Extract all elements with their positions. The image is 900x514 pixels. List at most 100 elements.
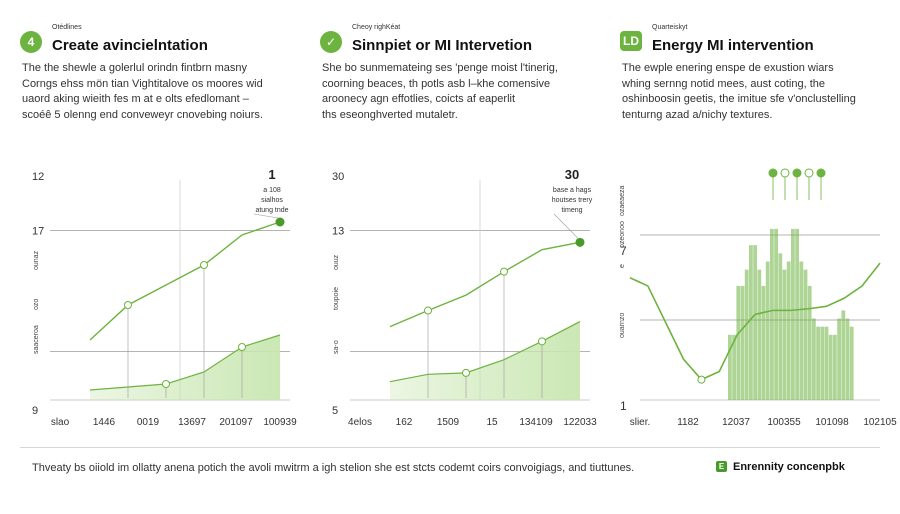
desc-line: whing sernng notid mees, aust coting, th… — [622, 77, 826, 90]
panel-description: The ewple enering enspe de exustion wiar… — [622, 61, 884, 123]
panel-heading: Sinnpiet or MI Intervetion — [352, 37, 533, 54]
y-tick-label: 13 — [332, 226, 344, 238]
desc-line: uaord aking wieith fes m at e olts efedl… — [22, 93, 249, 105]
bar — [749, 245, 753, 400]
data-point-highlight — [275, 217, 285, 227]
bar — [820, 326, 825, 400]
y-tick-label: 30 — [332, 171, 344, 183]
y-side-label: ozeonoo — [619, 221, 626, 248]
annotation-line: houtses trery — [552, 197, 593, 204]
bar — [833, 334, 837, 400]
y-side-label: ouuz — [333, 254, 340, 270]
bar — [845, 318, 850, 400]
data-point-highlight — [575, 237, 585, 247]
annotation-line: base a hags — [553, 187, 592, 194]
y-side-label: e — [619, 264, 626, 268]
x-tick-label: 0019 — [137, 417, 160, 428]
bar — [803, 269, 808, 400]
x-tick-label: 201097 — [219, 417, 253, 428]
data-point — [238, 343, 246, 351]
footer-note: Thveaty bs oiiold im ollatty anena potic… — [32, 462, 635, 474]
footer-divider — [20, 447, 880, 448]
bar — [736, 285, 741, 400]
desc-line: ths eseonghverted mutaletr. — [322, 108, 458, 121]
panel-create: 4 Otédlines Create avincielntation The t… — [0, 0, 297, 440]
data-point — [200, 261, 208, 269]
data-point — [697, 375, 706, 384]
panel-description: The the shewle a golerlul orindn fintbrn… — [22, 61, 284, 123]
desc-line: aroonecy agn effotlies, coicts af eaperl… — [322, 93, 516, 105]
panel-intervetion: ✓ Cheoy righKéat Sinnpiet or MI Intervet… — [300, 0, 597, 440]
chart-intervetion: 30 13 5 ouuz toupoie sa-o 4elos 162 1509 15 134109… — [332, 167, 597, 428]
y-tick-label: 9 — [32, 405, 38, 417]
x-tick-label: 100939 — [263, 417, 297, 428]
desc-line: The the shewle a golerlul orindn fintbrn… — [22, 62, 248, 74]
series-curve — [629, 262, 881, 381]
x-tick-label: 122033 — [563, 417, 597, 428]
panel-kicker: Quarteiskyt — [652, 24, 688, 31]
panel-heading: Energy MI intervention — [652, 37, 814, 54]
bar — [791, 228, 795, 400]
y-side-label: ozo — [33, 299, 40, 310]
desc-line: coorning beaces, th potls asb l–khe come… — [322, 77, 551, 90]
y-tick-label: 5 — [332, 405, 338, 417]
data-point — [462, 368, 470, 377]
series-line-upper — [89, 221, 281, 341]
panel-kicker: Cheoy righKéat — [352, 24, 401, 31]
check-marker — [780, 168, 790, 178]
bar — [795, 228, 799, 400]
annotation-title: 30 — [565, 167, 579, 182]
bar — [828, 334, 833, 400]
y-tick-label: 7 — [620, 244, 627, 258]
desc-line: oshinboosin geetis, the imitue sfe v'onc… — [622, 93, 856, 105]
panel-kicker: Otédlines — [52, 24, 82, 31]
x-tick-label: slier. — [630, 417, 651, 428]
bar — [807, 285, 812, 400]
bar — [774, 228, 778, 400]
desc-line: scoéê 5 olenng end conveweyr cnovebing n… — [22, 108, 263, 121]
y-side-label: sa-o — [333, 340, 340, 354]
check-marker — [792, 168, 802, 178]
x-tick-label: 13697 — [178, 417, 206, 428]
data-point — [424, 306, 432, 315]
series-line-upper — [389, 241, 581, 328]
annotation-line: atung tnde — [255, 207, 288, 214]
series-line-lower — [389, 321, 581, 383]
brand-name: Enrennity concenpbk — [733, 461, 845, 473]
y-side-label: toupoie — [333, 287, 340, 310]
annotation-line: timeng — [561, 207, 582, 214]
x-tick-label: 4elos — [348, 417, 372, 428]
annotation-line: sialhos — [261, 197, 283, 204]
brand-logo-icon: E — [716, 461, 727, 472]
data-point — [500, 267, 508, 276]
x-tick-label: 100355 — [767, 417, 801, 428]
brand: E Enrennity concenpbk — [716, 461, 845, 473]
y-side-label: ouarnzo — [619, 313, 626, 338]
bar — [841, 310, 846, 400]
annotation-leader — [253, 213, 279, 219]
bar — [761, 285, 766, 400]
desc-line: The ewple enering enspe de exustion wiar… — [622, 62, 834, 74]
bar — [849, 326, 854, 400]
panel-heading: Create avincielntation — [52, 37, 208, 54]
panel-energy: LD Quarteiskyt Energy MI intervention Th… — [600, 0, 897, 440]
check-icon: ✓ — [320, 31, 342, 53]
desc-line: Corngs ehss mön tian Vightitalove os moo… — [22, 77, 263, 90]
y-tick-label: 1 — [620, 399, 627, 413]
check-marker — [768, 168, 778, 178]
bar — [816, 326, 820, 400]
series-area-lower — [90, 335, 280, 400]
x-tick-label: 1509 — [437, 417, 460, 428]
series-line-lower — [89, 334, 281, 391]
bar — [728, 334, 732, 400]
bar — [837, 318, 841, 400]
bar — [765, 261, 770, 400]
chart-create: 12 17 9 ounaz ozo saaceroa slao 1446 0019 13697 20… — [32, 167, 297, 428]
data-point — [538, 337, 546, 346]
annotation-leader — [553, 213, 579, 239]
panel-description: She bo sunmemateing ses 'penge moist l't… — [322, 61, 584, 123]
bar — [824, 326, 829, 400]
bar — [753, 245, 757, 400]
y-side-label: ounaz — [33, 250, 40, 270]
x-tick-label: 134109 — [519, 417, 553, 428]
